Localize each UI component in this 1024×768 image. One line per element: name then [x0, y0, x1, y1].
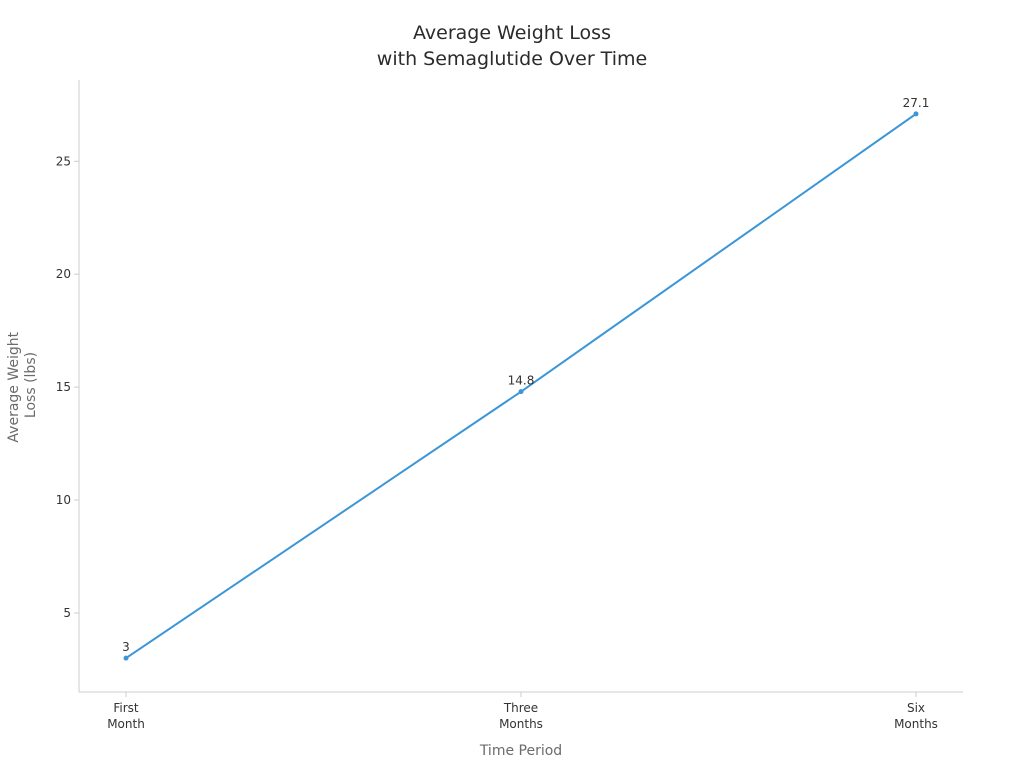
data-label: 3: [122, 640, 130, 654]
x-tick-label-line: Month: [107, 717, 145, 731]
y-tick-label: 25: [56, 154, 71, 168]
data-point: [913, 111, 919, 117]
x-tick-label-line: First: [113, 701, 139, 715]
y-tick-label: 10: [56, 493, 71, 507]
x-tick-label-line: Six: [907, 701, 925, 715]
y-axis-label: Average Weight Loss (lbs): [6, 327, 39, 442]
data-labels: 3 14.8 27.1: [122, 96, 929, 654]
chart-title: Average Weight Loss with Semaglutide Ove…: [0, 20, 1024, 72]
x-axis-ticks: First Month Three Months Six Months: [107, 692, 938, 731]
x-tick-label: First Month: [107, 701, 145, 731]
x-tick-label: Three Months: [499, 701, 543, 731]
data-label: 27.1: [903, 96, 930, 110]
data-label: 14.8: [508, 374, 535, 388]
y-tick-label: 20: [56, 267, 71, 281]
x-tick-label-line: Months: [894, 717, 938, 731]
y-axis-ticks: 5 10 15 20 25: [56, 154, 79, 620]
y-axis-label-line-1: Average Weight: [6, 331, 22, 442]
data-point: [518, 389, 524, 395]
x-tick-label-line: Three: [503, 701, 538, 715]
data-point: [123, 655, 129, 661]
x-tick-label-line: Months: [499, 717, 543, 731]
chart-title-line-1: Average Weight Loss: [413, 22, 611, 44]
y-tick-label: 5: [63, 606, 71, 620]
y-tick-label: 15: [56, 380, 71, 394]
x-axis-label: Time Period: [479, 743, 562, 759]
series-group: [123, 111, 919, 661]
chart-title-line-2: with Semaglutide Over Time: [376, 48, 648, 70]
x-tick-label: Six Months: [894, 701, 938, 731]
y-axis-label-line-2: Loss (lbs): [23, 352, 39, 418]
